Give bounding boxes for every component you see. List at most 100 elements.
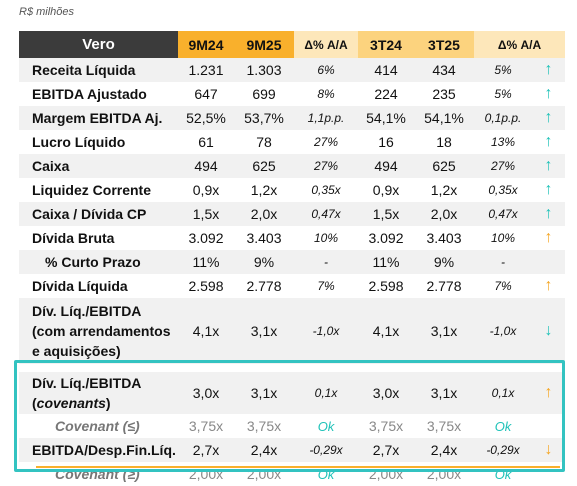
cell-3t24: 3.092 [358,226,414,250]
cell-9m25: 3,75x [234,414,294,438]
cell-3t25: 625 [414,154,474,178]
financial-summary-table: Vero 9M24 9M25 Δ% A/A 3T24 3T25 Δ% A/A R… [19,31,566,486]
row-label-open: ( [32,395,37,411]
header-9m25: 9M25 [234,31,294,58]
cell-9m25: 2.778 [234,274,294,298]
cell-var-quarter: 0,35x [474,178,532,202]
arrow-down-icon: ↓ [532,298,566,364]
cell-9m25: 1.303 [234,58,294,82]
cell-var-year: 7% [294,274,358,298]
cell-var-year: Ok [294,414,358,438]
cell-3t24: 0,9x [358,178,414,202]
row-label: Dívida Líquida [19,274,178,298]
header-company: Vero [19,31,178,58]
cell-9m24: 52,5% [178,106,234,130]
cell-var-quarter: 0,47x [474,202,532,226]
cell-9m25: 1,2x [234,178,294,202]
bottom-rule [36,466,560,468]
cell-var-year: -0,29x [294,438,358,462]
cell-var-year: 0,47x [294,202,358,226]
cell-9m25: 3,1x [234,372,294,414]
cell-3t24: 4,1x [358,298,414,364]
cell-9m24: 11% [178,250,234,274]
table-row-covenant-1: Covenant (≤) 3,75x 3,75x Ok 3,75x 3,75x … [19,414,566,438]
cell-9m24: 61 [178,130,234,154]
header-9m24: 9M24 [178,31,234,58]
table-row: Receita Líquida 1.231 1.303 6% 414 434 5% ↑ [19,58,566,82]
cell-var-quarter: 10% [474,226,532,250]
cell-9m25: 9% [234,250,294,274]
table-row: Dívida Bruta 3.092 3.403 10% 3.092 3.403 10% ↑ [19,226,566,250]
cell-9m24: 2,7x [178,438,234,462]
cell-var-quarter: -1,0x [474,298,532,364]
table-row: Caixa / Dívida CP 1,5x 2,0x 0,47x 1,5x 2,0x 0,… [19,202,566,226]
row-label: Dív. Líq./EBITDA (covenants) [19,372,178,414]
table-row: Margem EBITDA Aj. 52,5% 53,7% 1,1p.p. 54,1% 5… [19,106,566,130]
cell-9m24: 1,5x [178,202,234,226]
arrow-up-icon: ↑ [532,58,566,82]
arrow-down-icon: ↓ [532,438,566,462]
row-label: Margem EBITDA Aj. [19,106,178,130]
cell-3t24: 494 [358,154,414,178]
table-row: Dívida Líquida 2.598 2.778 7% 2.598 2.778 7% ↑ [19,274,566,298]
cell-9m25: 3,1x [234,298,294,364]
cell-9m24: 3,75x [178,414,234,438]
arrow-up-icon: ↑ [532,154,566,178]
cell-var-quarter: 0,1x [474,372,532,414]
unit-note: R$ milhões [19,6,75,18]
row-label: Dívida Bruta [19,226,178,250]
cell-3t25: 2.778 [414,274,474,298]
row-label: EBITDA Ajustado [19,82,178,106]
row-label: Covenant (≤) [19,414,178,438]
row-label: EBITDA/Desp.Fin.Líq. [19,438,178,462]
cell-3t24: 224 [358,82,414,106]
table-row: Liquidez Corrente 0,9x 1,2x 0,35x 0,9x 1,2x 0,… [19,178,566,202]
cell-var-quarter: 0,1p.p. [474,106,532,130]
cell-3t24: 2,7x [358,438,414,462]
cell-3t25: 2,0x [414,202,474,226]
cell-9m25: 625 [234,154,294,178]
cell-var-year: 0,35x [294,178,358,202]
cell-var-quarter: Ok [474,414,532,438]
arrow-up-icon: ↑ [532,202,566,226]
cell-3t25: 18 [414,130,474,154]
arrow-up-icon: ↑ [532,274,566,298]
cell-9m25: 53,7% [234,106,294,130]
cell-3t24: 2.598 [358,274,414,298]
cell-var-year: 27% [294,130,358,154]
header-var-quarter: Δ% A/A [474,31,566,58]
cell-var-quarter: -0,29x [474,438,532,462]
table-row: EBITDA Ajustado 647 699 8% 224 235 5% ↑ [19,82,566,106]
table-row-ebitda-desp: EBITDA/Desp.Fin.Líq. 2,7x 2,4x -0,29x 2,… [19,438,566,462]
cell-var-quarter: - [474,250,532,274]
cell-3t24: 414 [358,58,414,82]
cell-var-year: 8% [294,82,358,106]
arrow-up-icon: ↑ [532,372,566,414]
cell-var-quarter: 13% [474,130,532,154]
table-row-div-liq-ebitda-cov: Dív. Líq./EBITDA (covenants) 3,0x 3,1x 0… [19,372,566,414]
arrow-up-icon: ↑ [532,226,566,250]
cell-3t24: 3,0x [358,372,414,414]
header-3t24: 3T24 [358,31,414,58]
cell-3t25: 1,2x [414,178,474,202]
arrow-up-icon: ↑ [532,178,566,202]
cell-var-year: - [294,250,358,274]
cell-3t24: 1,5x [358,202,414,226]
table-row: Caixa 494 625 27% 494 625 27% ↑ [19,154,566,178]
cell-var-quarter: 5% [474,82,532,106]
row-label: % Curto Prazo [19,250,178,274]
cell-empty [532,250,566,274]
cell-var-year: 0,1x [294,372,358,414]
cell-empty [532,414,566,438]
row-label-line2: (com arrendamentos [32,323,171,339]
cell-9m25: 699 [234,82,294,106]
cell-9m24: 494 [178,154,234,178]
row-spacer [19,364,566,372]
cell-3t25: 434 [414,58,474,82]
cell-var-year: -1,0x [294,298,358,364]
row-label: Liquidez Corrente [19,178,178,202]
cell-var-year: 27% [294,154,358,178]
cell-var-year: 1,1p.p. [294,106,358,130]
table-row-div-liq-ebitda-arr: Dív. Líq./EBITDA (com arrendamentos e aq… [19,298,566,364]
header-3t25: 3T25 [414,31,474,58]
